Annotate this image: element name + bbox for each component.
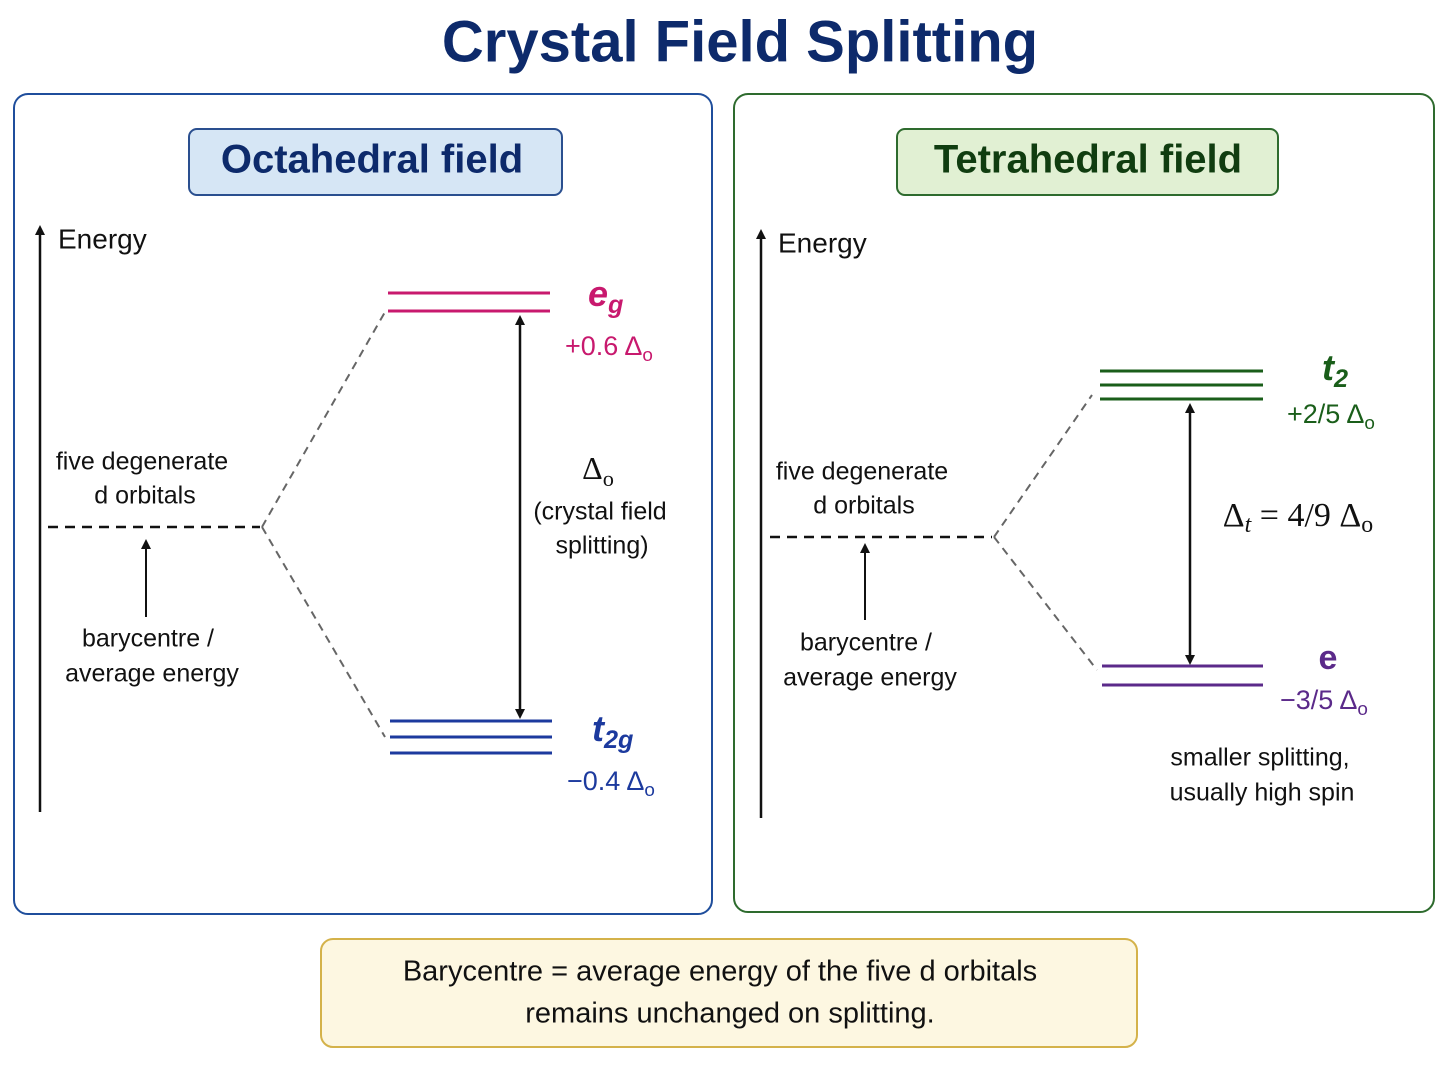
panel-heading: Octahedral field [221, 138, 523, 182]
symbol: t [1322, 347, 1336, 388]
energy: +2/5 Δ [1287, 399, 1364, 429]
symbol: Δ [1223, 497, 1245, 534]
panel-heading: Tetrahedral field [934, 138, 1242, 182]
heading-box [188, 128, 563, 196]
footer-text: remains unchanged on splitting. [525, 998, 934, 1030]
eg-levels [388, 291, 550, 313]
panel [733, 93, 1435, 913]
orbital-label: eg [588, 273, 623, 319]
splitting-description: splitting) [555, 532, 648, 560]
symbol: e [588, 273, 608, 314]
footer-box [320, 938, 1138, 1048]
energy-label: −0.4 Δo [567, 766, 655, 801]
axis-label: Energy [778, 227, 867, 258]
energy: −3/5 Δ [1280, 685, 1357, 715]
symbol: Δ [582, 450, 603, 486]
t2g-levels [390, 719, 552, 755]
energy-label: −3/5 Δo [1280, 685, 1368, 720]
degenerate-label: d orbitals [94, 482, 195, 510]
connector [993, 536, 1098, 671]
subscript: o [1357, 699, 1368, 720]
relation: = 4/9 Δ [1251, 497, 1361, 534]
barycentre-label: barycentre / [82, 625, 214, 653]
barycentre-label: average energy [783, 664, 957, 692]
t2-levels [1100, 369, 1263, 401]
subscript: g [607, 291, 623, 319]
note: usually high spin [1170, 779, 1355, 807]
energy-label: +2/5 Δo [1287, 399, 1375, 434]
splitting-symbol: Δt = 4/9 Δo [1223, 497, 1373, 539]
splitting-description: (crystal field [533, 498, 666, 526]
splitting-symbol: Δo [582, 450, 614, 491]
degenerate-label: five degenerate [776, 458, 948, 486]
panel [13, 93, 713, 915]
barycentre-label: barycentre / [800, 629, 932, 657]
subscript: t [1245, 512, 1253, 538]
connector [993, 394, 1093, 538]
subscript: o [642, 345, 653, 366]
subscript: 2 [1333, 365, 1348, 393]
axis-label: Energy [58, 223, 147, 254]
subscript: o [1361, 512, 1373, 538]
energy-label: +0.6 Δo [565, 331, 653, 366]
subscript: o [1364, 413, 1375, 434]
subscript: 2g [603, 726, 633, 754]
connector [261, 526, 386, 738]
energy: +0.6 Δ [565, 331, 642, 361]
title: Crystal Field Splitting [442, 9, 1038, 74]
energy: −0.4 Δ [567, 766, 644, 796]
connector [261, 311, 386, 528]
barycentre-label: average energy [65, 660, 239, 688]
subscript: o [603, 466, 614, 491]
symbol: t [592, 708, 606, 749]
orbital-label: t2g [592, 708, 633, 754]
degenerate-label: d orbitals [813, 492, 914, 520]
e-levels [1102, 664, 1263, 687]
subscript: o [644, 780, 655, 801]
degenerate-label: five degenerate [56, 448, 228, 476]
orbital-label: e [1319, 639, 1338, 677]
note: smaller splitting, [1170, 744, 1349, 772]
heading-box [896, 128, 1279, 196]
footer-text: Barycentre = average energy of the five … [403, 956, 1037, 988]
orbital-label: t2 [1322, 347, 1348, 393]
